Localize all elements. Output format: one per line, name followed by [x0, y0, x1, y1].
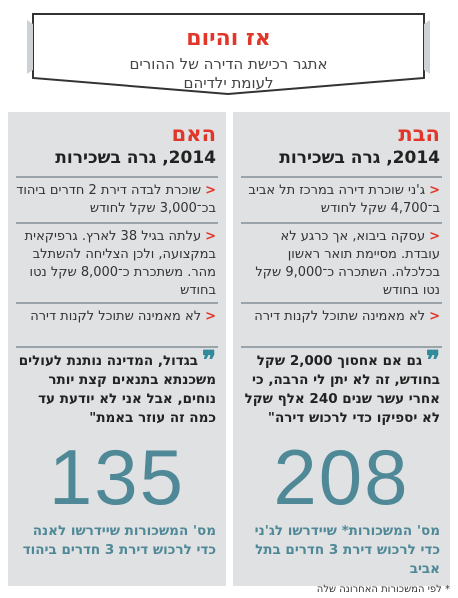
column-header: הבת	[398, 122, 440, 146]
chevron-left-icon: <	[205, 309, 216, 324]
list-item: <לא מאמינה שתוכל לקנות דירה	[254, 309, 440, 324]
divider	[16, 302, 218, 304]
banner-title: אז והיום	[186, 26, 271, 51]
number-caption: מס' המשכורות* שיידרשו לג'ני כדי לרכוש די…	[254, 523, 440, 577]
mother-column: האם 2014, גרה בשכירות <שוכרת לבדה דירת 2…	[8, 112, 226, 586]
banner-subtitle-line1: אתגר רכישת הדירה של ההורים	[129, 55, 328, 73]
divider	[241, 302, 442, 304]
quote-icon: ❞	[426, 346, 440, 376]
quote-icon: ❞	[202, 346, 216, 376]
divider	[16, 176, 218, 178]
footnote: * לפי המשכורות האחרונה שלה	[316, 584, 450, 595]
column-header: האם	[171, 122, 216, 146]
list-item: <שוכרת לבדה דירת 2 חדרים ביהוד בכ־3,000 …	[16, 183, 216, 216]
divider	[241, 346, 442, 348]
chevron-left-icon: <	[429, 183, 440, 198]
banner-frame	[27, 13, 430, 96]
quote: ❞גם אם אחסוך 2,000 שקל בחודש, זה לא יתן …	[244, 346, 440, 426]
banner: אז והיום אתגר רכישת הדירה של ההורים לעומ…	[27, 10, 430, 96]
list-item: <עסקה ביבוא, אך כרגע לא עובדת. מסיימת תו…	[255, 229, 440, 298]
list-item: <ג'ני שוכרת דירה במרכז תל אביב ב־4,700 ש…	[248, 183, 440, 216]
chevron-left-icon: <	[205, 229, 216, 244]
divider	[241, 222, 442, 224]
list-item: <לא מאמינה שתוכל לקנות דירה	[30, 309, 216, 324]
daughter-column: הבת 2014, גרה בשכירות <ג'ני שוכרת דירה ב…	[233, 112, 450, 586]
divider	[16, 222, 218, 224]
divider	[241, 176, 442, 178]
chevron-left-icon: <	[429, 229, 440, 244]
big-number: 208	[273, 433, 410, 521]
big-number: 135	[48, 433, 186, 521]
chevron-left-icon: <	[429, 309, 440, 324]
quote: ❞בגדול, המדינה נותנת לעולים משכנתא בתנאי…	[18, 346, 216, 426]
chevron-left-icon: <	[205, 183, 216, 198]
column-subheader: 2014, גרה בשכירות	[55, 148, 216, 168]
banner-subtitle: אתגר רכישת הדירה של ההורים לעומת ילדיהם	[27, 55, 430, 93]
banner-subtitle-line2: לעומת ילדיהם	[183, 74, 274, 92]
list-item: <עלתה בגיל 38 לארץ. גרפיקאית במקצועה, ול…	[24, 229, 216, 298]
number-caption: מס' המשכורות שיידרשו לאנה כדי לרכוש דירת…	[22, 523, 216, 558]
divider	[16, 346, 218, 348]
column-subheader: 2014, גרה בשכירות	[279, 148, 440, 168]
